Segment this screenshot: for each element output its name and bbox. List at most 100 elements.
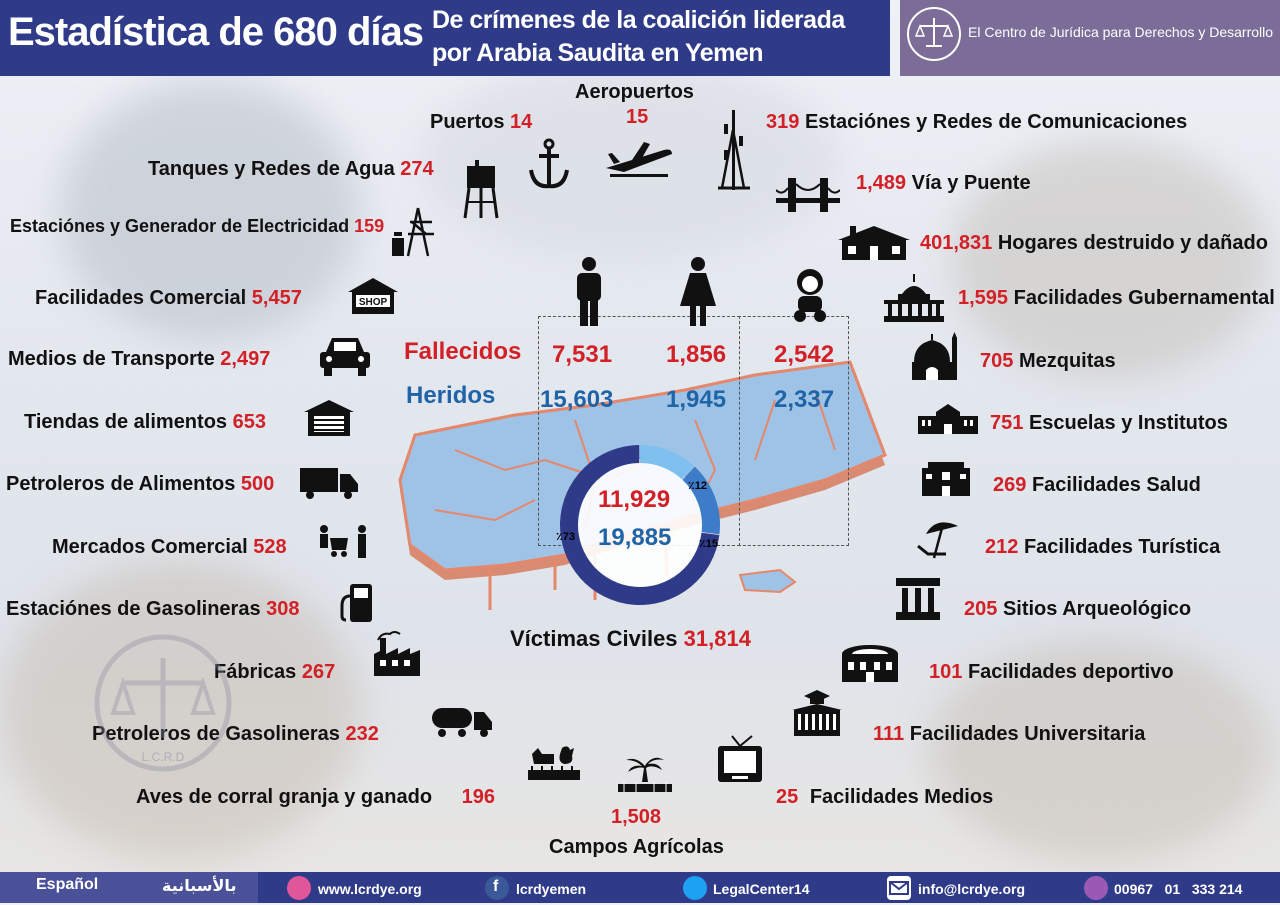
watermark-logo: L.C.R.D: [88, 628, 238, 778]
stat-tiendas: Tiendas de alimentos 653: [24, 411, 266, 433]
stat-fabricas: Fábricas 267: [214, 661, 336, 683]
stat-puertos: Puertos 14: [430, 111, 533, 133]
airports-label: Aeropuertos: [575, 81, 694, 103]
donut-segment-women: [640, 445, 695, 480]
campos-label: Campos Agrícolas: [549, 836, 724, 858]
page-subtitle: De crímenes de la coalición liderada por…: [432, 6, 845, 67]
phone-icon: [1084, 876, 1108, 900]
mosque-icon: [910, 332, 960, 382]
watermark-text: L.C.R.D: [141, 750, 185, 764]
stat-ganado: Aves de corral granja y ganado 196: [136, 786, 495, 808]
background-scenery: [950, 140, 1270, 380]
store-icon: [302, 398, 356, 438]
stat-via-puente: 1,489 Vía y Puente: [856, 172, 1031, 194]
child-icon: [788, 268, 832, 324]
stat-comercial: Facilidades Comercial 5,457: [35, 287, 302, 309]
truck-icon: [300, 466, 360, 500]
stat-petroleros-gasolineras: Petroleros de Gasolineras 232: [92, 723, 379, 745]
stat-hogares: 401,831 Hogares destruido y dañado: [920, 232, 1268, 254]
lang-es[interactable]: Español: [36, 876, 99, 893]
stat-salud: 269 Facilidades Salud: [993, 474, 1201, 496]
page-title: Estadística de 680 días: [8, 10, 424, 54]
airplane-icon: [604, 140, 674, 180]
man-icon: [570, 256, 608, 328]
header: Estadística de 680 días De crímenes de l…: [0, 0, 1280, 76]
stat-gasolineras: Estaciónes de Gasolineras 308: [6, 598, 300, 620]
background-scenery: [930, 640, 1270, 860]
woman-icon: [676, 256, 720, 328]
stadium-icon: [840, 642, 900, 686]
airports-value: 15: [626, 106, 649, 128]
total-fallecidos: 11,929: [598, 486, 671, 513]
background-scenery: [60, 80, 360, 340]
antenna-tower-icon: [714, 110, 754, 190]
livestock-icon: [528, 744, 580, 782]
stat-mezquitas: 705 Mezquitas: [980, 350, 1116, 372]
casualty-frame: [738, 316, 849, 546]
stat-gubernamental: 1,595 Facilidades Gubernamental: [958, 287, 1275, 309]
heridos-men: 15,603: [540, 386, 614, 413]
victims-donut: [560, 445, 720, 605]
heridos-label: Heridos: [406, 382, 496, 409]
fallecidos-women: 1,856: [666, 341, 727, 368]
language-bar: [0, 872, 258, 903]
lang-ar[interactable]: بالأسبانية: [162, 878, 237, 895]
footer-website[interactable]: www.lcrdye.org: [318, 881, 422, 897]
factory-icon: [372, 630, 422, 678]
org-logo: [906, 6, 962, 62]
tv-icon: [718, 734, 762, 784]
hospital-icon: [920, 462, 972, 496]
facebook-icon: f: [485, 876, 509, 900]
title-banner: Estadística de 680 días De crímenes de l…: [0, 0, 890, 76]
victims-total: Víctimas Civiles 31,814: [510, 626, 751, 652]
footer-email[interactable]: info@lcrdye.org: [918, 881, 1025, 897]
footer-facebook[interactable]: lcrdyemen: [516, 881, 587, 897]
fallecidos-men: 7,531: [552, 341, 613, 368]
power-station-icon: [392, 206, 436, 258]
stat-comunicaciones: 319 Estaciónes y Redes de Comunicaciones: [766, 111, 1188, 133]
heridos-children: 2,337: [774, 386, 835, 413]
stat-turistica: 212 Facilidades Turística: [985, 536, 1221, 558]
footer-phone: 00967 01 333 214: [1114, 881, 1243, 897]
pct-men: ٪73: [556, 531, 575, 543]
campos-value: 1,508: [611, 806, 662, 828]
stat-electricidad: Estaciónes y Generador de Electricidad 1…: [10, 216, 385, 236]
stat-arqueologico: 205 Sitios Arqueológico: [964, 598, 1192, 620]
org-name: El Centro de Jurídica para Derechos y De…: [968, 24, 1274, 40]
shop-icon-label: SHOP: [359, 297, 388, 308]
house-icon: [838, 224, 910, 262]
shop-icon: SHOP: [346, 276, 400, 316]
fallecidos-label: Fallecidos: [404, 338, 522, 365]
background-scenery: [0, 560, 360, 860]
anchor-icon: [528, 138, 570, 190]
org-banner: [900, 0, 1280, 76]
victims-label: Víctimas Civiles: [510, 626, 678, 651]
donut-segment-children: [682, 466, 720, 535]
stat-tanques: Tanques y Redes de Agua 274: [148, 158, 434, 180]
farm-field-icon: [618, 752, 672, 794]
victims-value: 31,814: [683, 626, 751, 651]
government-building-icon: [884, 274, 944, 322]
pct-women: ٪12: [688, 480, 707, 492]
bridge-icon: [776, 176, 840, 214]
fuel-pump-icon: [340, 582, 376, 624]
twitter-icon: [683, 876, 707, 900]
pct-children: ٪15: [699, 538, 718, 550]
email-icon: [887, 876, 911, 900]
stat-transporte: Medios de Transporte 2,497: [8, 348, 271, 370]
beach-umbrella-icon: [916, 514, 962, 560]
water-tower-icon: [463, 160, 499, 220]
stat-universitaria: 111 Facilidades Universitaria: [873, 723, 1146, 745]
column-icon: [896, 578, 940, 620]
heridos-women: 1,945: [666, 386, 727, 413]
stat-petroleros-alimentos: Petroleros de Alimentos 500: [6, 473, 275, 495]
background-scenery: [420, 60, 840, 260]
tanker-truck-icon: [432, 704, 494, 738]
market-icon: [314, 524, 370, 560]
footer-twitter[interactable]: LegalCenter14: [713, 881, 810, 897]
fallecidos-children: 2,542: [774, 341, 835, 368]
stat-deportivo: 101 Facilidades deportivo: [929, 661, 1174, 683]
total-heridos: 19,885: [598, 524, 672, 551]
car-icon: [318, 334, 372, 378]
school-icon: [918, 402, 978, 436]
